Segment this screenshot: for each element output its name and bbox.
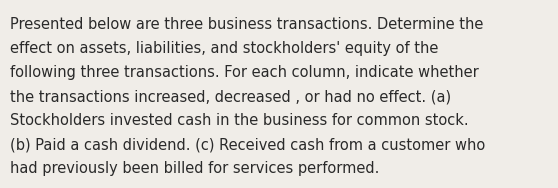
- Text: following three transactions. For each column, indicate whether: following three transactions. For each c…: [10, 65, 479, 80]
- Text: Stockholders invested cash in the business for common stock.: Stockholders invested cash in the busine…: [10, 113, 469, 128]
- Text: (b) Paid a cash dividend. (c) Received cash from a customer who: (b) Paid a cash dividend. (c) Received c…: [10, 137, 485, 152]
- Text: had previously been billed for services performed.: had previously been billed for services …: [10, 161, 379, 176]
- Text: Presented below are three business transactions. Determine the: Presented below are three business trans…: [10, 17, 483, 32]
- Text: the transactions increased, decreased , or had no effect. (a): the transactions increased, decreased , …: [10, 89, 451, 104]
- Text: effect on assets, liabilities, and stockholders' equity of the: effect on assets, liabilities, and stock…: [10, 41, 439, 56]
